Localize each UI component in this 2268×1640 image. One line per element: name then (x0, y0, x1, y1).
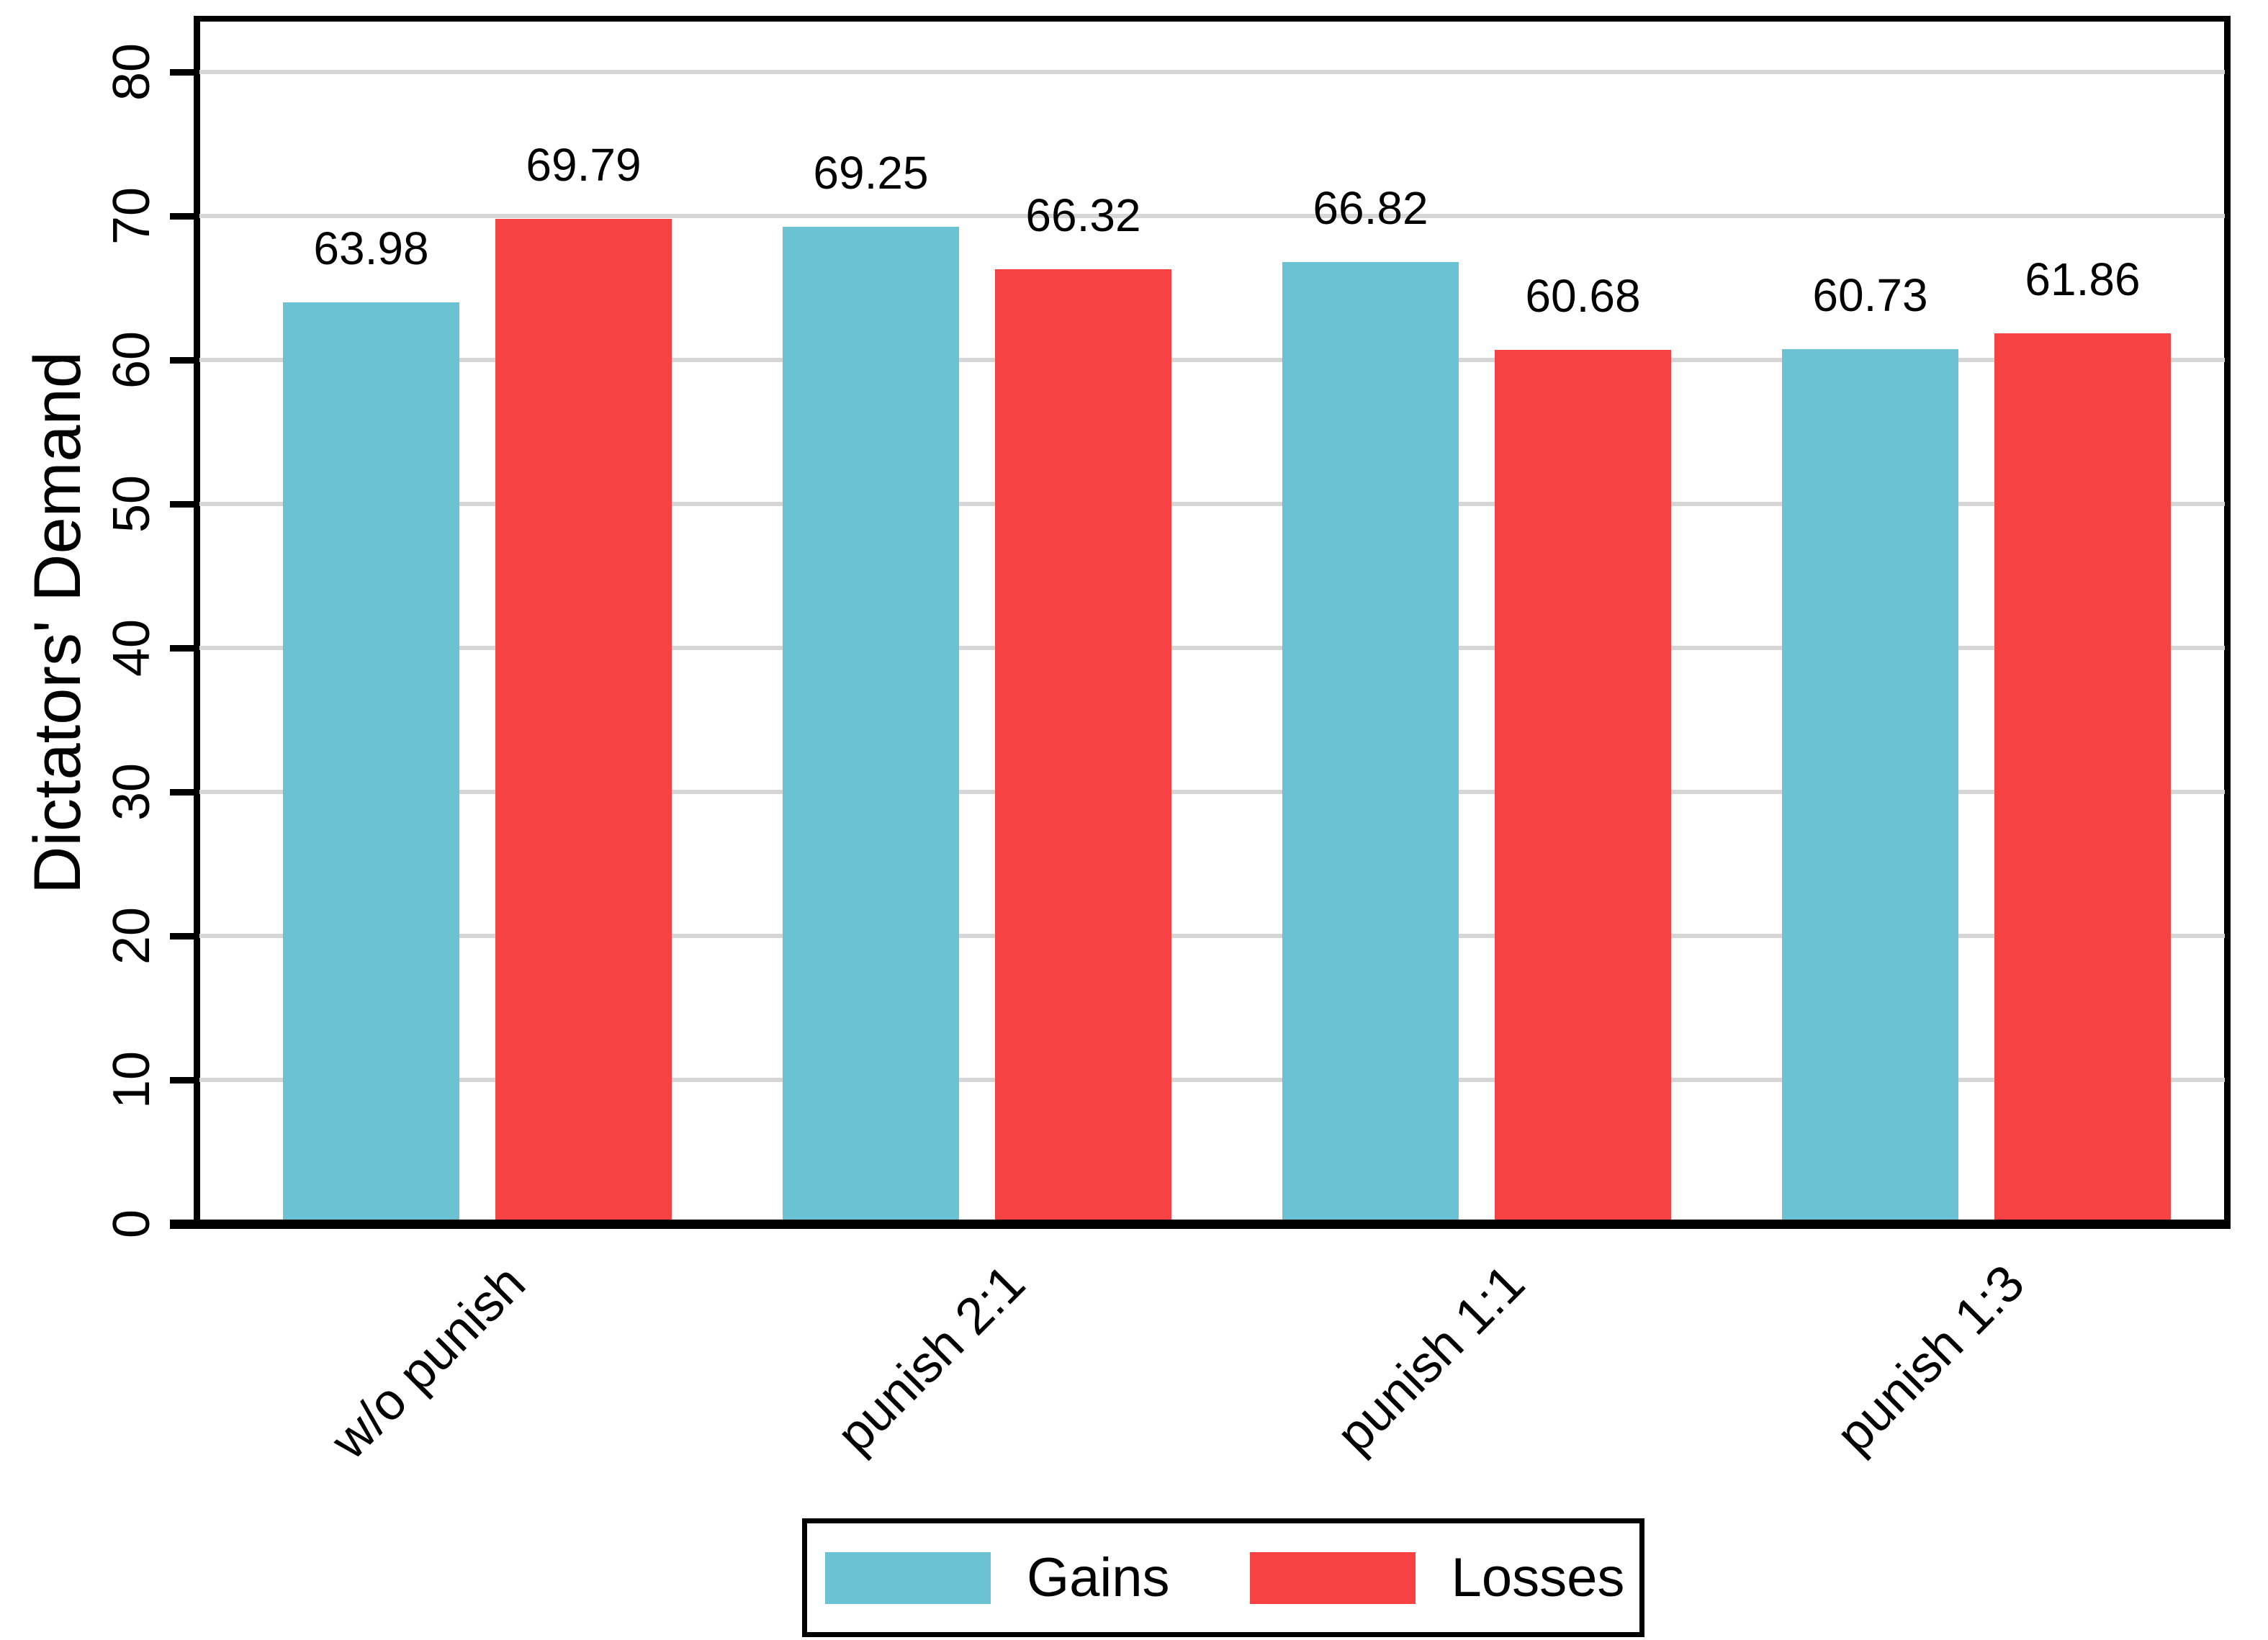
y-tick-label-text: 50 (103, 474, 161, 533)
value-label-losses-2: 66.32 (1025, 189, 1141, 241)
value-label-losses-4: 61.86 (2025, 253, 2141, 305)
bar-gains-2 (783, 227, 959, 1224)
y-tick-50 (170, 501, 199, 508)
bar-gains-1 (283, 302, 459, 1224)
y-tick-60 (170, 357, 199, 364)
y-tick-30 (170, 789, 199, 796)
gridline-70 (199, 214, 2225, 218)
value-label-gains-2: 69.25 (813, 147, 929, 199)
gridline-20 (199, 934, 2225, 938)
y-tick-80 (170, 69, 199, 76)
gridline-80 (199, 70, 2225, 74)
y-tick-label-text: 0 (102, 1209, 161, 1239)
bar-losses-1 (495, 219, 672, 1224)
x-category-label-1: w/o punish (320, 1254, 536, 1470)
gridline-30 (199, 790, 2225, 794)
bar-losses-3 (1495, 350, 1671, 1224)
legend-swatch-losses (1249, 1551, 1416, 1604)
gridline-40 (199, 646, 2225, 650)
plot-area: 63.98 69.79 69.25 66.32 66.82 60.68 60.73 61.86 (199, 22, 2225, 1224)
plot-frame-right (2224, 16, 2231, 1228)
value-label-losses-3: 60.68 (1525, 270, 1641, 322)
legend-label-gains: Gains (1027, 1546, 1170, 1608)
y-tick-label-text: 30 (103, 762, 161, 821)
x-category-label-4: punish 1:3 (1825, 1254, 2035, 1464)
bar-losses-4 (1994, 333, 2171, 1224)
bar-losses-2 (995, 269, 1171, 1224)
gridline-60 (199, 358, 2225, 362)
legend: Gains Losses (802, 1518, 1644, 1637)
y-tick-label-text: 60 (103, 330, 161, 389)
x-category-label-2: punish 2:1 (826, 1254, 1036, 1464)
legend-swatch-gains (825, 1551, 991, 1604)
y-tick-label-text: 40 (103, 618, 161, 677)
y-axis-line (194, 16, 200, 1228)
gridline-50 (199, 502, 2225, 506)
bar-gains-4 (1782, 349, 1958, 1224)
y-tick-20 (170, 933, 199, 940)
x-category-label-3: punish 1:1 (1326, 1254, 1536, 1464)
value-label-gains-1: 63.98 (313, 222, 429, 274)
value-label-gains-4: 60.73 (1812, 269, 1928, 321)
y-tick-label-text: 80 (103, 42, 161, 102)
y-tick-70 (170, 213, 199, 220)
y-tick-label-text: 70 (103, 186, 161, 245)
value-label-losses-1: 69.79 (526, 139, 642, 191)
plot-frame-top (194, 16, 2231, 22)
gridline-10 (199, 1078, 2225, 1082)
bar-gains-3 (1282, 262, 1459, 1224)
y-tick-40 (170, 645, 199, 652)
y-tick-label-text: 10 (103, 1050, 161, 1109)
legend-label-losses: Losses (1451, 1546, 1625, 1608)
x-axis-line (170, 1220, 2231, 1229)
value-label-gains-3: 66.82 (1313, 182, 1428, 234)
y-tick-10 (170, 1077, 199, 1083)
y-tick-label-text: 20 (103, 906, 161, 965)
